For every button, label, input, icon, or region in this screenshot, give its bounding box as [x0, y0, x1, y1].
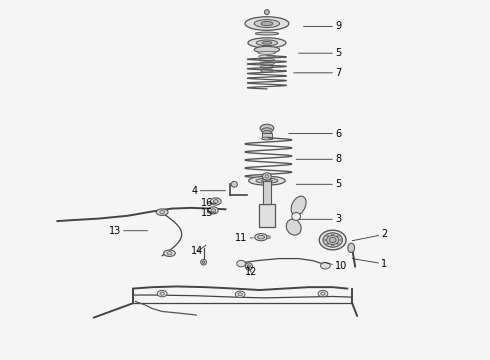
Ellipse shape [231, 181, 238, 187]
Text: 15: 15 [201, 208, 216, 218]
Ellipse shape [254, 46, 280, 53]
Bar [262, 134, 272, 139]
Ellipse shape [211, 209, 216, 212]
Ellipse shape [319, 230, 346, 250]
Ellipse shape [320, 262, 330, 269]
Ellipse shape [327, 235, 339, 244]
Ellipse shape [340, 239, 343, 241]
Ellipse shape [259, 59, 275, 62]
Ellipse shape [267, 236, 270, 239]
Ellipse shape [164, 250, 175, 256]
Text: 10: 10 [323, 261, 347, 271]
Text: 5: 5 [296, 179, 342, 189]
Ellipse shape [258, 51, 276, 54]
Ellipse shape [157, 291, 167, 297]
Ellipse shape [160, 292, 164, 295]
Ellipse shape [258, 235, 265, 239]
Text: 11: 11 [235, 233, 253, 243]
Ellipse shape [286, 219, 301, 235]
Ellipse shape [245, 263, 252, 270]
Ellipse shape [318, 291, 328, 297]
Ellipse shape [262, 137, 272, 140]
Ellipse shape [260, 124, 274, 132]
Ellipse shape [210, 198, 221, 205]
Text: 8: 8 [296, 154, 341, 164]
Ellipse shape [261, 21, 273, 26]
Ellipse shape [213, 200, 218, 203]
Ellipse shape [323, 239, 326, 241]
Ellipse shape [254, 19, 280, 27]
Ellipse shape [329, 238, 336, 243]
Ellipse shape [291, 196, 306, 215]
Text: 7: 7 [294, 68, 342, 78]
Ellipse shape [337, 243, 340, 246]
Ellipse shape [255, 32, 279, 35]
Ellipse shape [325, 235, 328, 237]
Ellipse shape [248, 176, 285, 185]
Ellipse shape [260, 62, 274, 65]
Ellipse shape [247, 265, 250, 268]
Text: 3: 3 [298, 214, 341, 224]
Ellipse shape [160, 211, 165, 214]
Ellipse shape [337, 235, 340, 237]
Ellipse shape [262, 41, 272, 44]
Text: 16: 16 [201, 198, 216, 208]
Text: 14: 14 [192, 245, 206, 256]
Ellipse shape [260, 66, 274, 68]
Text: 13: 13 [109, 226, 147, 236]
Ellipse shape [167, 252, 172, 255]
Text: 6: 6 [289, 129, 341, 139]
Ellipse shape [208, 207, 218, 214]
Ellipse shape [262, 128, 272, 134]
Ellipse shape [321, 292, 325, 295]
Ellipse shape [237, 260, 245, 267]
Ellipse shape [256, 40, 278, 46]
Ellipse shape [235, 291, 245, 297]
Bar [259, 204, 275, 227]
Ellipse shape [348, 243, 355, 252]
Ellipse shape [331, 233, 334, 235]
Text: 1: 1 [352, 258, 388, 269]
Text: 12: 12 [245, 266, 257, 277]
Ellipse shape [323, 233, 343, 247]
Ellipse shape [292, 212, 300, 220]
Ellipse shape [262, 179, 272, 182]
Text: 4: 4 [192, 186, 225, 196]
Bar [263, 181, 271, 204]
Ellipse shape [265, 175, 269, 178]
Ellipse shape [245, 17, 289, 30]
Ellipse shape [263, 173, 271, 180]
Ellipse shape [265, 10, 270, 15]
Ellipse shape [259, 55, 275, 58]
Text: 9: 9 [303, 21, 341, 31]
Ellipse shape [325, 243, 328, 246]
Ellipse shape [202, 261, 205, 264]
Ellipse shape [255, 234, 268, 241]
Ellipse shape [248, 38, 286, 48]
Ellipse shape [156, 209, 168, 215]
Ellipse shape [201, 259, 206, 265]
Ellipse shape [263, 130, 271, 135]
Ellipse shape [261, 69, 273, 72]
Text: 5: 5 [298, 48, 342, 58]
Ellipse shape [238, 293, 243, 296]
Text: 2: 2 [352, 229, 388, 241]
Ellipse shape [256, 178, 278, 183]
Ellipse shape [331, 245, 334, 247]
